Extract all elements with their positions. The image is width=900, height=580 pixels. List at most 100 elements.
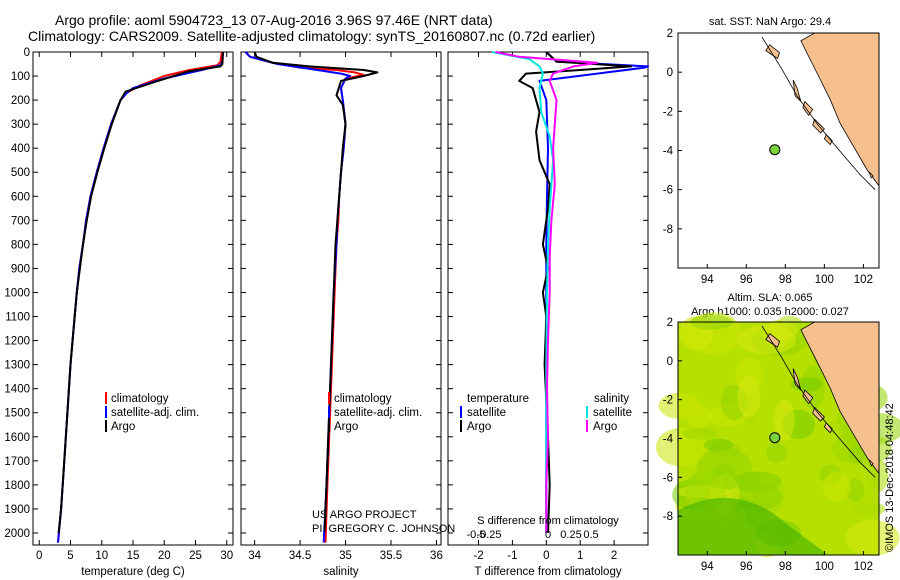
y-tick-label: 100 [11,71,30,83]
y-tick-label: 800 [11,239,30,251]
s-tick-label: -0.5 [467,529,486,541]
legend-salinity-header: salinity [594,393,629,405]
map-frame-outline [677,321,880,556]
legend-label-sal-satellite: satellite [593,407,632,419]
map-y-tick-label: -8 [663,511,673,523]
map-y-tick-label: 0 [667,356,673,368]
title-line-2: Climatology: CARS2009. Satellite-adjuste… [28,28,595,44]
sla-blob [846,478,865,503]
map-y-tick-label: -4 [663,146,674,158]
sla-blob [682,427,718,440]
map-x-tick-label: 94 [701,561,714,573]
temperature-xlabel: temperature (deg C) [81,566,185,578]
series-line-salinity-satellite [491,51,555,533]
difference-plot: -2 -1 0 1 2 -0.5-0.25 0 0.25 0.5 [448,51,649,562]
y-tick-label: 700 [11,215,30,227]
y-tick-label: 1900 [4,504,30,516]
project-annotation: US ARGO PROJECT [312,509,417,521]
sla-map: 94 96 98 100 102 -8 -6 -4 -2 0 2 [655,312,900,573]
map-y-tick-label: -2 [663,106,673,118]
x-tick-label: -2 [473,550,483,562]
series-line-argo [253,51,379,531]
s-tick-label: 0.5 [583,529,598,541]
legend-temperature-header: temperature [467,393,529,405]
y-tick-label: 1400 [4,384,30,396]
map-x-tick-label: 102 [854,561,873,573]
sla-blob [865,458,889,493]
island [868,459,874,467]
series-line-temperature-argo [518,51,633,534]
map-frame-outline [677,32,880,269]
x-tick-label: 5 [67,550,73,562]
legend-label-temp-satellite: satellite [467,407,506,419]
y-tick-label: 1300 [4,360,30,372]
y-tick-label: 500 [11,167,30,179]
x-tick-label: 20 [158,550,171,562]
x-tick-label: 35 [339,550,352,562]
series-line-climatology [57,51,223,543]
legend-label-temp-argo: Argo [467,421,491,433]
trench-contour [761,36,876,190]
map-y-tick-label: -2 [663,395,673,407]
y-tick-label: 900 [11,263,30,275]
sla-blob [822,471,851,503]
map-x-tick-label: 96 [740,274,753,286]
map-y-tick-label: -4 [663,434,674,446]
difference-legend: temperature satellite Argo salinity sate… [460,393,632,433]
sst-map-title: sat. SST: NaN Argo: 29.4 [709,16,831,28]
x-tick-label: -1 [507,550,517,562]
series-line-salinity-argo [495,51,599,533]
sst-map: 94 96 98 100 102 -8 -6 -4 -2 0 2 [663,28,880,286]
x-tick-label: 34 [248,550,261,562]
map-x-tick-label: 96 [740,561,753,573]
x-tick-label: 0 [36,550,42,562]
sla-blob [845,520,900,556]
sla-blob [851,501,886,517]
map-x-tick-label: 100 [815,561,834,573]
island [868,171,874,179]
sla-blob [737,376,761,418]
legend-label-argo: Argo [334,421,358,433]
pi-annotation: PI: GREGORY C. JOHNSON [312,523,455,535]
x-tick-label: 25 [189,550,202,562]
x-tick-label: 2 [611,550,617,562]
s-tick-label: -0.25 [476,529,501,541]
salinity-legend: climatology satellite-adj. clim. Argo [328,392,422,433]
sla-blob [773,399,795,441]
y-tick-label: 1600 [4,432,30,444]
series-line-argo [57,51,224,534]
y-tick-label: 300 [11,119,30,131]
island [823,134,833,146]
argo-float-marker [769,432,781,444]
legend-label-sal-argo: Argo [593,421,617,433]
x-tick-label: 36 [430,550,443,562]
s-difference-title: S difference from climatology [477,515,619,527]
y-tick-label: 0 [24,47,30,59]
s-tick-label: 0.25 [560,529,581,541]
y-tick-label: 2000 [4,528,30,540]
argo-float-marker [769,144,781,156]
x-tick-label: 0 [543,550,549,562]
map-y-tick-label: 0 [667,67,673,79]
difference-xlabel: T difference from climatology [474,566,621,578]
trench-contour [761,325,876,478]
x-tick-label: 15 [127,550,140,562]
sla-blob [764,321,799,340]
sla-blob [766,442,788,463]
salinity-xlabel: salinity [323,566,358,578]
salinity-plot: 34 34.5 35 35.5 36 [241,51,443,562]
map-y-tick-label: -6 [663,472,673,484]
island [802,389,814,405]
island [823,422,833,434]
map-y-tick-label: -6 [663,185,673,197]
y-tick-label: 1700 [4,456,30,468]
map-x-tick-label: 98 [779,561,792,573]
temperature-legend: climatology satellite-adj. clim. Argo [105,392,199,433]
x-tick-label: 30 [220,550,233,562]
sla-low-region [678,498,828,555]
sla-map-title-2: Argo h1000: 0.035 h2000: 0.027 [691,306,849,318]
map-x-tick-label: 100 [815,274,834,286]
difference-panel-frame [447,51,649,546]
legend-label-climatology: climatology [111,393,169,405]
